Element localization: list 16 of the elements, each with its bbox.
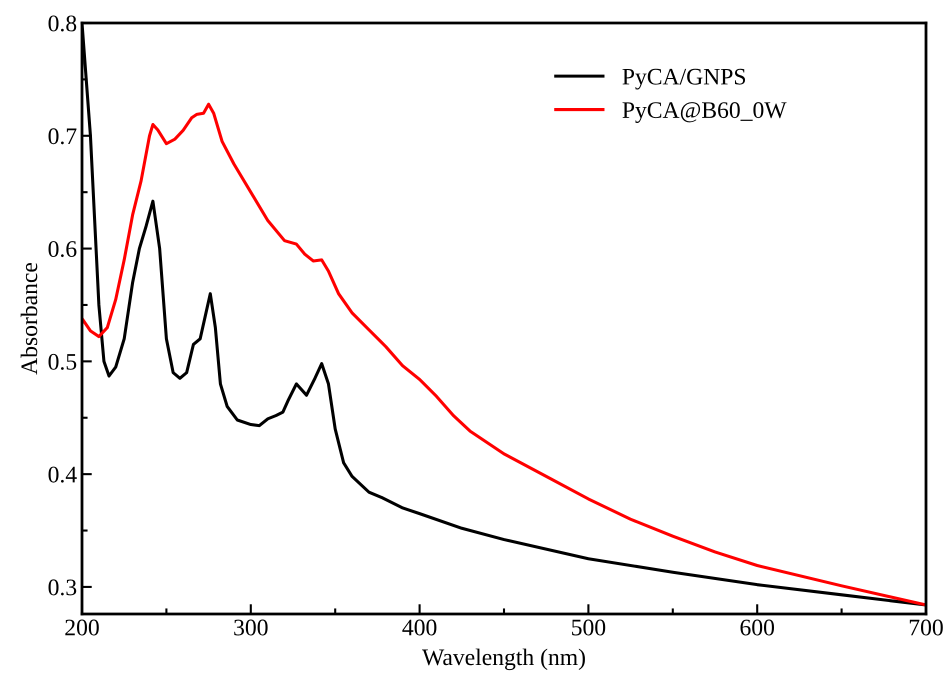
y-tick-label: 0.7 [48, 128, 76, 144]
x-tick-label: 400 [402, 620, 436, 636]
legend-label: PyCA@B60_0W [622, 102, 787, 123]
y-tick-label: 0.6 [48, 241, 76, 258]
x-tick-label: 700 [910, 620, 943, 636]
y-tick-label: 0.8 [48, 15, 76, 32]
x-tick-label: 500 [572, 620, 606, 636]
legend-label: PyCA/GNPS [622, 68, 746, 90]
x-axis-title: Wavelength (nm) [422, 648, 585, 670]
x-tick-label: 300 [234, 620, 268, 636]
y-tick-label: 0.5 [48, 354, 76, 370]
y-tick-label: 0.3 [48, 579, 76, 596]
x-tick-label: 600 [740, 620, 774, 636]
y-tick-label: 0.4 [48, 466, 77, 483]
x-tick-label: 200 [65, 620, 99, 636]
y-axis-title: Absorbance [20, 262, 38, 375]
